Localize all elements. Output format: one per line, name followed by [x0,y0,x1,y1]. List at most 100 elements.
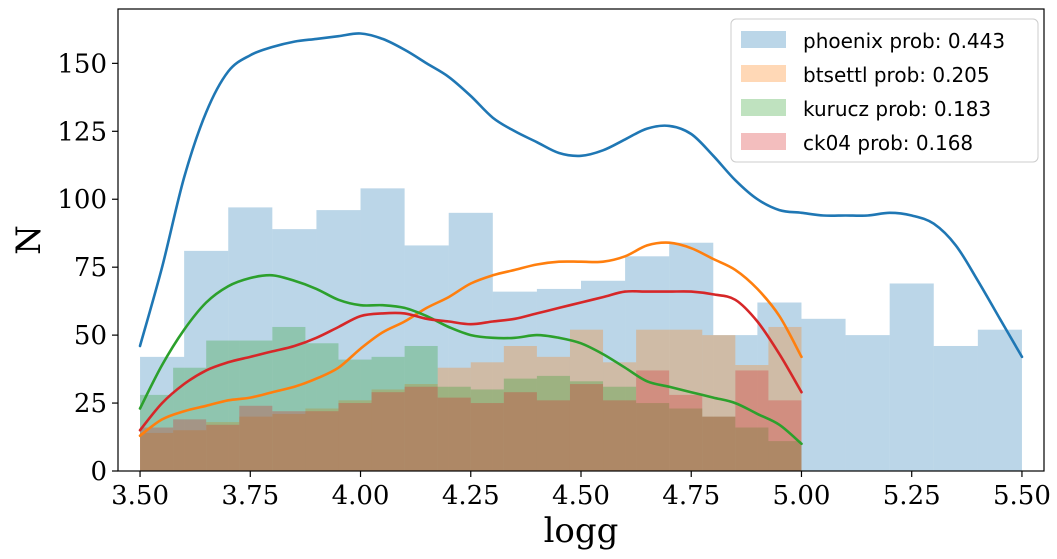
histogram-bar [184,250,229,471]
histogram-bar [569,384,604,471]
x-tick-label: 4.75 [662,481,720,511]
y-tick-label: 25 [74,389,107,419]
histogram-bar [636,370,670,471]
histogram-bar [206,340,240,471]
legend-box [730,18,1039,163]
histogram-bar [437,386,471,471]
histogram-bar [338,400,372,471]
y-axis-label: N [9,225,49,255]
histogram-bar [581,280,626,471]
legend: phoenix prob: 0.443 btsettl prob: 0.205 ku… [730,18,1039,163]
kde-line-series-1 [138,32,1024,359]
histogram-bar [316,210,361,471]
histogram-bar [636,403,670,471]
histogram-bar [503,345,537,471]
histogram-bar [206,424,240,471]
histogram-series-2 [140,326,802,471]
histogram-bar [206,422,240,471]
histogram-bar [735,427,769,471]
histogram-bar [503,392,537,471]
histogram-bar [173,419,207,471]
y-tick-label: 125 [57,117,107,147]
histogram-bar [536,356,570,471]
legend-swatch [741,65,786,82]
histogram-bar [371,389,405,471]
histogram-bar [173,430,207,471]
histogram-bar [536,288,581,471]
histogram-bar [404,386,438,471]
histogram-series-4 [140,370,802,471]
histogram-bar [768,400,802,471]
legend-swatch [741,99,786,116]
histogram-series-3 [140,326,802,471]
histogram-bar [536,400,570,471]
histogram-bar [845,335,890,471]
x-axis-label: logg [544,511,619,551]
histogram-bar [305,408,339,471]
histogram-bar [338,359,372,471]
histogram-bar [448,212,493,471]
histogram-bar [173,367,207,471]
y-tick-label: 150 [57,49,107,79]
kde-line-series-2 [138,241,803,437]
kde-line-series-4 [138,289,803,432]
y-tick-label: 100 [57,185,107,215]
x-tick-label: 4.50 [552,481,610,511]
x-axis: 3.50 3.75 4.00 4.25 4.50 4.75 5.00 5.25 5.50 [111,471,1051,511]
histogram-bar [239,405,273,471]
histogram-bar [603,362,637,471]
histogram-bar [503,378,537,471]
histogram-bar [239,416,273,471]
legend-swatch [741,31,786,48]
histogram-bar [272,413,306,471]
histogram-bar [305,411,339,471]
x-tick-label: 3.50 [111,481,169,511]
histogram-bar [437,397,471,471]
histogram-bar [702,416,736,471]
kde-line-series-3 [138,273,803,446]
y-tick-label: 0 [90,457,107,487]
x-tick-label: 5.50 [993,481,1051,511]
histogram-bar [272,411,306,471]
legend-swatch [741,133,786,150]
histogram-bar [735,365,769,471]
histogram-bar [470,403,504,471]
histogram-bar [768,326,802,471]
histogram-bar [305,343,339,471]
histogram-bar [470,362,504,471]
histogram-bar [338,403,372,471]
x-tick-label: 4.25 [442,481,500,511]
histogram-bar [404,345,438,471]
histogram-bar [603,400,637,471]
histogram-bar [140,432,174,471]
histogram-bar [702,416,736,471]
histogram-bar [669,408,703,471]
histogram-bar [140,427,174,471]
x-tick-label: 3.75 [221,481,279,511]
histogram-bar [404,245,449,471]
histogram-bar [470,389,504,471]
histogram-bar [437,367,471,471]
histogram-bar [801,318,846,471]
histogram-bar [977,329,1022,471]
legend-entry-label: phoenix prob: 0.443 [803,29,1005,53]
histogram-bar [735,370,769,471]
y-axis: 0 25 50 75 100 125 150 [57,49,118,487]
histogram-bar [404,384,438,471]
histogram-bar [636,329,670,471]
histogram-bar [239,340,273,471]
histogram-bar [536,375,570,471]
histogram-bar [603,386,637,471]
y-tick-label: 50 [74,321,107,351]
histogram-bar [371,392,405,471]
histogram-bar [360,188,405,472]
histogram-bar [569,381,604,471]
histogram-bar [669,394,703,471]
histogram-bar [569,329,604,471]
histogram-bar [702,335,736,471]
histogram-bar [889,283,934,471]
histogram-bar [669,329,703,471]
kde-lines [138,32,1024,446]
x-tick-label: 4.00 [332,481,390,511]
histogram-bar [933,345,978,471]
